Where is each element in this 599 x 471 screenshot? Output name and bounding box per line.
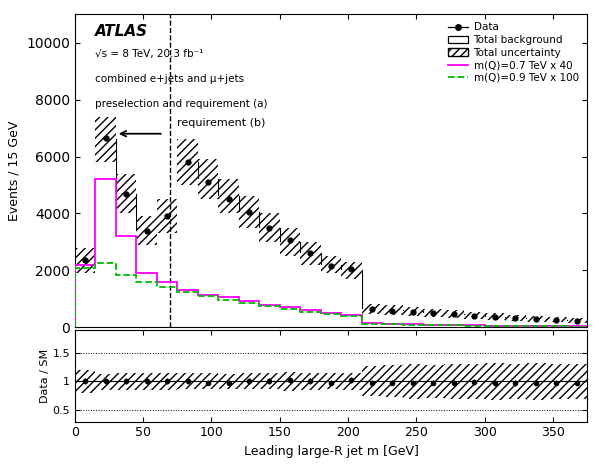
Bar: [444, 310, 464, 318]
Bar: [239, 196, 259, 227]
Bar: [280, 372, 300, 391]
Bar: [362, 304, 382, 314]
Bar: [75, 371, 95, 393]
Bar: [177, 139, 198, 185]
Bar: [137, 373, 157, 390]
Bar: [198, 374, 218, 390]
Bar: [423, 309, 444, 317]
Bar: [75, 248, 95, 273]
Bar: [300, 242, 320, 265]
Bar: [525, 363, 546, 400]
Text: requirement (b): requirement (b): [177, 118, 266, 128]
Bar: [259, 213, 280, 242]
Bar: [280, 227, 300, 256]
Bar: [546, 364, 567, 399]
Bar: [505, 315, 525, 321]
Bar: [444, 364, 464, 398]
Bar: [382, 305, 403, 315]
Bar: [567, 364, 587, 399]
Bar: [403, 364, 423, 398]
Bar: [464, 364, 485, 398]
Bar: [525, 316, 546, 322]
Bar: [218, 179, 239, 213]
Bar: [95, 374, 116, 390]
Bar: [341, 373, 362, 390]
Text: ATLAS: ATLAS: [95, 24, 149, 39]
Bar: [95, 117, 116, 162]
Bar: [485, 363, 505, 400]
Bar: [382, 365, 403, 398]
Bar: [157, 199, 177, 233]
Text: preselection and requirement (a): preselection and requirement (a): [95, 99, 268, 109]
Bar: [116, 373, 137, 390]
Bar: [320, 374, 341, 390]
Text: √s = 8 TeV, 20.3 fb⁻¹: √s = 8 TeV, 20.3 fb⁻¹: [95, 49, 204, 58]
Bar: [567, 318, 587, 323]
X-axis label: Leading large-R jet m [GeV]: Leading large-R jet m [GeV]: [244, 445, 418, 458]
Y-axis label: Events / 15 GeV: Events / 15 GeV: [8, 121, 20, 221]
Bar: [505, 364, 525, 399]
Bar: [218, 374, 239, 389]
Bar: [300, 373, 320, 390]
Bar: [137, 216, 157, 245]
Bar: [177, 374, 198, 390]
Bar: [423, 365, 444, 398]
Bar: [403, 307, 423, 316]
Bar: [198, 159, 218, 199]
Bar: [546, 317, 567, 322]
Bar: [320, 256, 341, 273]
Bar: [485, 313, 505, 320]
Legend: Data, Total background, Total uncertainty, m(Q)=0.7 TeV x 40, m(Q)=0.9 TeV x 100: Data, Total background, Total uncertaint…: [444, 19, 582, 86]
Bar: [239, 374, 259, 390]
Bar: [259, 374, 280, 390]
Text: combined e+jets and μ+jets: combined e+jets and μ+jets: [95, 73, 244, 84]
Y-axis label: Data / SM: Data / SM: [40, 349, 50, 403]
Bar: [464, 312, 485, 319]
Bar: [157, 373, 177, 390]
Bar: [362, 366, 382, 396]
Bar: [341, 262, 362, 279]
Bar: [116, 174, 137, 213]
